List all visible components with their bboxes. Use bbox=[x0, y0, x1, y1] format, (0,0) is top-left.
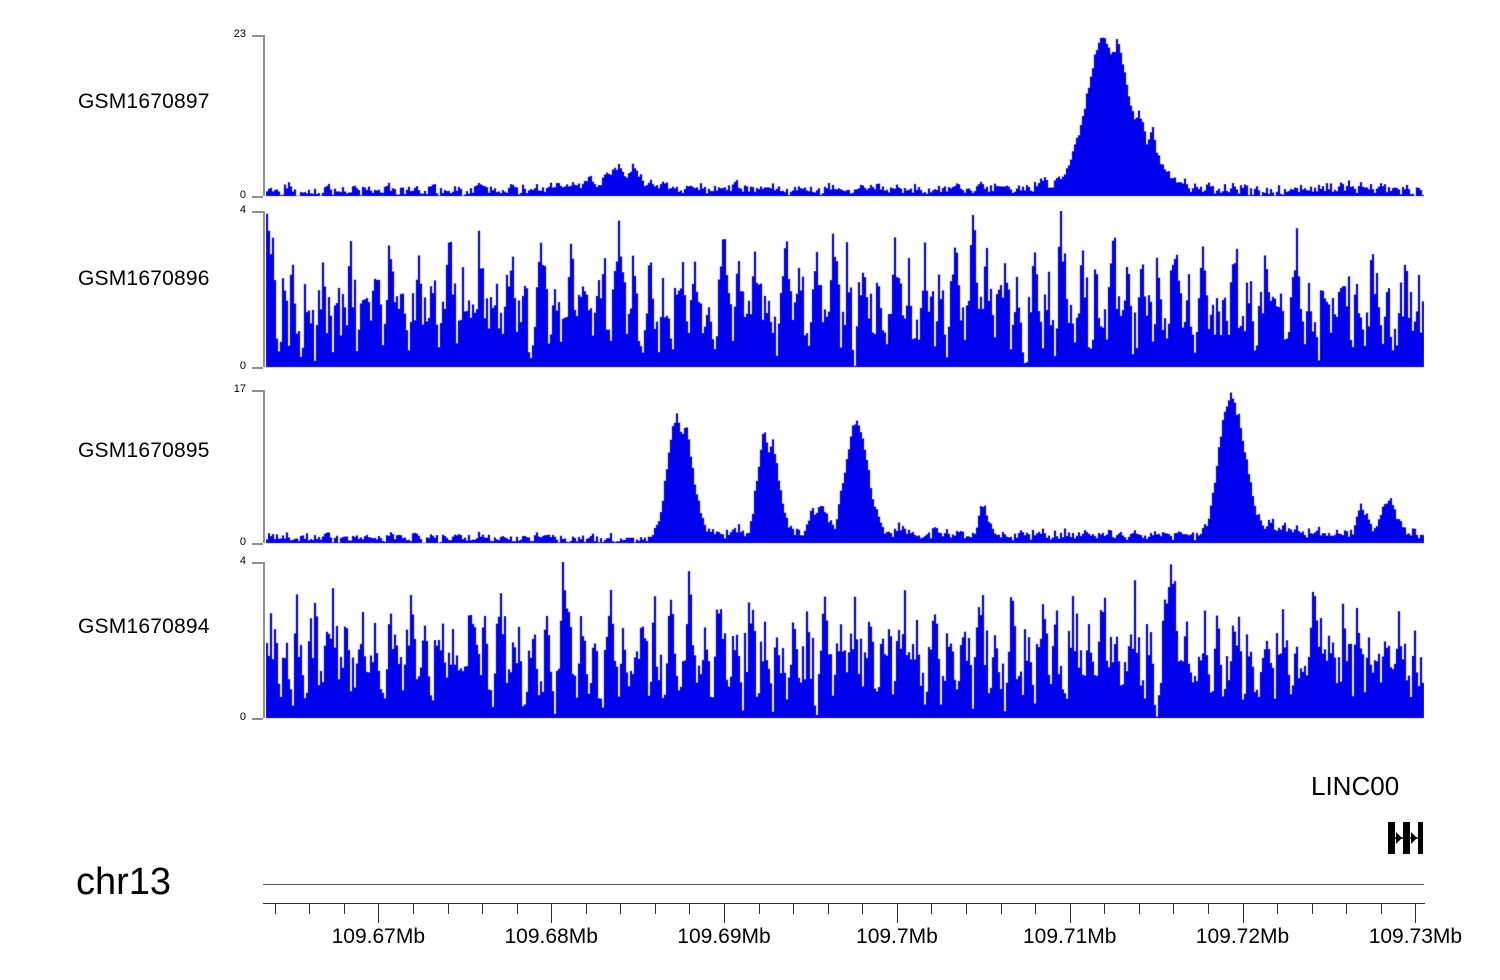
axis-minor-tick bbox=[585, 903, 587, 914]
axis-tick-label: 109.68Mb bbox=[504, 925, 598, 948]
y-axis-tick-max bbox=[252, 211, 263, 213]
axis-minor-tick bbox=[1104, 903, 1106, 914]
y-axis-min-label: 0 bbox=[239, 711, 246, 723]
y-axis-tick-min bbox=[252, 718, 263, 720]
axis-minor-tick bbox=[654, 903, 656, 914]
axis-minor-tick bbox=[482, 903, 483, 914]
y-axis-bracket bbox=[263, 35, 265, 196]
coverage-svg bbox=[266, 37, 1424, 197]
axis-major-tick bbox=[1242, 903, 1244, 923]
coverage-signal-area bbox=[266, 35, 1424, 197]
y-axis-tick-min bbox=[252, 367, 263, 369]
axis-minor-tick bbox=[1173, 903, 1175, 914]
axis-minor-tick bbox=[827, 903, 829, 914]
chromosome-label: chr13 bbox=[76, 861, 172, 903]
y-axis-tick-max bbox=[252, 390, 263, 392]
coverage-signal-area bbox=[266, 390, 1424, 544]
y-axis-bracket bbox=[263, 211, 265, 367]
coverage-signal-area bbox=[266, 211, 1424, 368]
axis-baseline bbox=[263, 903, 1425, 904]
axis-major-tick bbox=[724, 903, 725, 923]
coverage-svg bbox=[266, 211, 1424, 368]
axis-minor-tick bbox=[1138, 903, 1140, 914]
coverage-svg bbox=[266, 392, 1424, 544]
axis-major-tick bbox=[896, 903, 898, 923]
coverage-svg bbox=[266, 562, 1424, 719]
y-axis-max-label: 23 bbox=[233, 28, 246, 40]
axis-tick-label: 109.69Mb bbox=[677, 925, 771, 948]
y-axis-min-label: 0 bbox=[239, 536, 246, 548]
axis-major-tick bbox=[378, 903, 380, 923]
axis-tick-label: 109.7Mb bbox=[856, 925, 938, 948]
gene-model[interactable] bbox=[1250, 820, 1500, 856]
y-axis-bracket bbox=[263, 390, 265, 543]
axis-tick-label: 109.71Mb bbox=[1022, 925, 1117, 948]
axis-minor-tick bbox=[309, 903, 311, 914]
axis-minor-tick bbox=[793, 903, 795, 914]
axis-tick-label: 109.67Mb bbox=[331, 925, 425, 948]
axis-minor-tick bbox=[1208, 903, 1209, 914]
axis-minor-tick bbox=[516, 903, 518, 914]
axis-minor-tick bbox=[1035, 903, 1037, 914]
y-axis-tick-max bbox=[252, 35, 263, 37]
y-axis-max-label: 17 bbox=[233, 383, 246, 395]
axis-minor-tick bbox=[447, 903, 449, 914]
axis-minor-tick bbox=[343, 903, 345, 914]
axis-major-tick bbox=[551, 903, 553, 923]
y-axis-min-label: 0 bbox=[239, 189, 246, 201]
y-axis-max-label: 4 bbox=[239, 555, 246, 567]
axis-minor-tick bbox=[1277, 903, 1279, 914]
y-axis-tick-max bbox=[252, 562, 263, 564]
axis-minor-tick bbox=[758, 903, 760, 914]
axis-minor-tick bbox=[412, 903, 414, 914]
track-sample-label: GSM1670894 bbox=[78, 615, 210, 638]
axis-minor-tick bbox=[689, 903, 691, 914]
y-axis-max-label: 4 bbox=[239, 204, 246, 216]
axis-minor-tick bbox=[1380, 903, 1382, 914]
track-sample-label: GSM1670895 bbox=[78, 439, 210, 462]
axis-minor-tick bbox=[931, 903, 933, 914]
gene-label: LINC00 bbox=[1311, 771, 1400, 801]
axis-minor-tick bbox=[1311, 903, 1313, 914]
coverage-signal-area bbox=[266, 562, 1424, 719]
axis-major-tick bbox=[1069, 903, 1071, 923]
axis-minor-tick bbox=[1346, 903, 1348, 914]
y-axis-tick-min bbox=[252, 196, 263, 198]
axis-minor-tick bbox=[966, 903, 967, 914]
y-axis-bracket bbox=[263, 562, 265, 718]
y-axis-min-label: 0 bbox=[239, 360, 246, 372]
axis-major-tick bbox=[1415, 903, 1417, 923]
axis-minor-tick bbox=[862, 903, 864, 914]
axis-minor-tick bbox=[1000, 903, 1002, 914]
axis-tick-label: 109.72Mb bbox=[1195, 925, 1290, 948]
axis-minor-tick bbox=[620, 903, 622, 914]
axis-top-rule bbox=[263, 884, 1424, 885]
track-sample-label: GSM1670896 bbox=[78, 267, 210, 290]
gene-model-svg bbox=[1388, 822, 1423, 854]
axis-tick-label: 109.73Mb bbox=[1368, 925, 1463, 948]
axis-minor-tick bbox=[274, 903, 276, 914]
y-axis-tick-min bbox=[252, 543, 263, 545]
track-sample-label: GSM1670897 bbox=[78, 90, 210, 113]
